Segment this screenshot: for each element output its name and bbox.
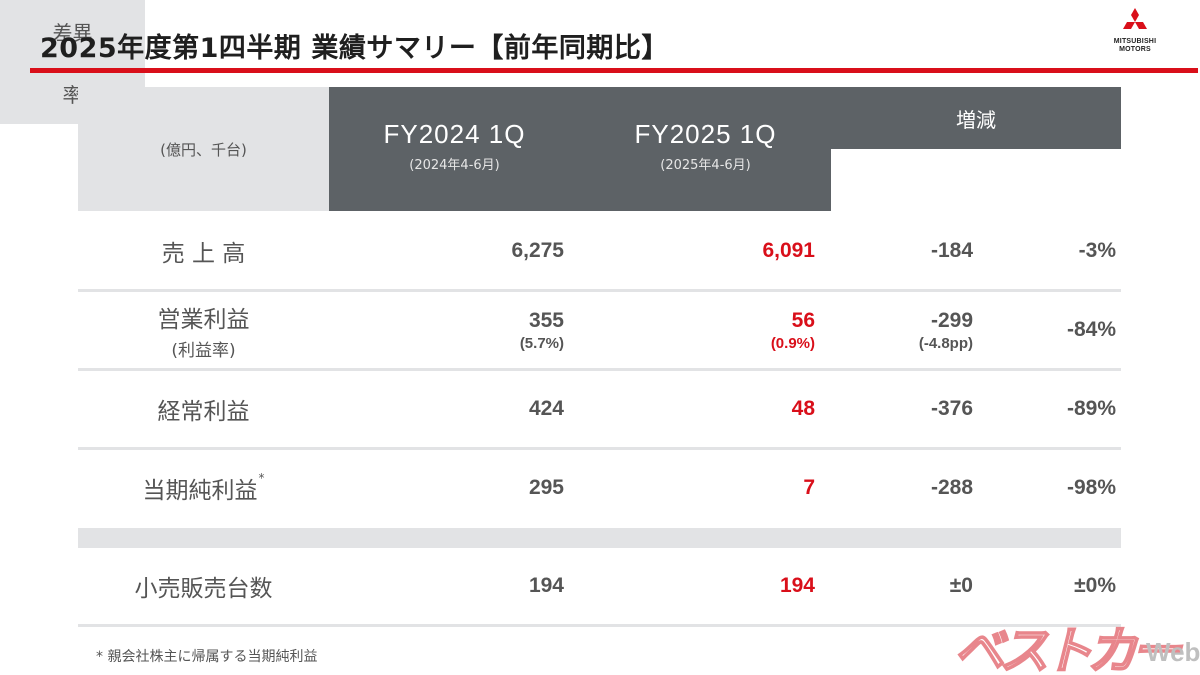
value-rate-text: ±0% [1074,574,1116,597]
row-divider [78,624,1121,627]
value-cur-text: 48 [791,397,815,420]
value-cur-margin: (0.9%) [770,334,815,352]
value-prev-text: 6,275 [511,239,564,262]
row-divider [78,368,1121,371]
value-cur: 194 [580,548,815,624]
value-rate-text: -89% [1066,397,1116,420]
value-cur-text: 7 [803,476,815,499]
table-row-ordinary-profit: 経常利益 424 48 -376 -89% [78,371,1121,447]
value-diff-text: -288 [930,476,973,499]
unit-header: (億円、千台) [78,87,329,211]
table-row-net-income: 当期純利益* 295 7 -288 -98% [78,450,1121,526]
footnote-mark: * [258,471,265,485]
row-label: 当期純利益* [78,450,329,526]
value-diff-text: -299 [930,308,973,332]
value-diff: -288 [831,450,973,526]
row-divider [78,289,1121,292]
row-label-text: 当期純利益 [142,478,258,504]
row-label: 営業利益 (利益率) [78,292,329,368]
fy2025-period: (2025年4-6月) [660,158,751,173]
row-label-text: 営業利益 [157,306,250,333]
value-prev-text: 355 [528,308,564,332]
value-diff: -376 [831,371,973,447]
watermark-web-text: Web [1146,637,1200,667]
value-prev-margin: (5.7%) [519,334,564,352]
fy2025-header: FY2025 1Q (2025年4-6月) [580,87,831,211]
value-rate: -89% [976,371,1116,447]
value-prev: 6,275 [329,212,564,290]
value-rate: ±0% [976,548,1116,624]
row-label: 売 上 高 [78,212,329,290]
value-cur: 56 (0.9%) [580,292,815,368]
row-label: 小売販売台数 [78,548,329,624]
logo-text-line1: MITSUBISHI [1113,38,1157,45]
value-prev: 194 [329,548,564,624]
change-header: 増減 [831,87,1121,149]
table-row-operating-profit: 営業利益 (利益率) 355 (5.7%) 56 (0.9%) -299 (-4… [78,292,1121,368]
value-cur-text: 6,091 [762,239,815,262]
fy2024-header: FY2024 1Q (2024年4-6月) [329,87,580,211]
value-cur: 7 [580,450,815,526]
value-prev-text: 424 [528,397,564,420]
value-rate-text: -84% [1066,318,1116,341]
value-diff-text: -184 [930,239,973,262]
value-cur-text: 194 [779,574,815,597]
value-diff: ±0 [831,548,973,624]
logo-text-line2: MOTORS [1119,46,1151,53]
row-divider [78,447,1121,450]
value-prev-text: 194 [528,574,564,597]
value-rate-text: -3% [1078,239,1116,262]
row-label-wrap: 当期純利益* [143,471,265,505]
three-diamonds-icon [1123,8,1147,29]
fy2024-label: FY2024 1Q [383,119,526,149]
row-label: 経常利益 [78,371,329,447]
row-label-sub: (利益率) [171,340,236,361]
value-cur: 6,091 [580,212,815,290]
value-diff: -184 [831,212,973,290]
value-cur-text: 56 [791,308,815,332]
value-prev: 295 [329,450,564,526]
row-label-text: 経常利益 [157,399,250,425]
mitsubishi-logo: MITSUBISHI MOTORS [1106,8,1164,60]
fy2024-period: (2024年4-6月) [409,158,500,173]
value-diff-text: ±0 [949,574,973,597]
row-label-text: 小売販売台数 [134,576,273,602]
value-diff-margin: (-4.8pp) [918,334,973,352]
bestcar-watermark: ベストカー Web [952,605,1200,675]
value-diff-text: -376 [930,397,973,420]
title-underline [30,68,1198,73]
value-prev: 424 [329,371,564,447]
value-prev: 355 (5.7%) [329,292,564,368]
value-rate: -98% [976,450,1116,526]
diff-header: 差異 [0,0,145,62]
page-title: 2025年度第1四半期 業績サマリー【前年同期比】 [40,33,669,64]
row-label-text: 売 上 高 [161,241,246,267]
value-cur: 48 [580,371,815,447]
watermark-logo-text: ベストカー [953,621,1182,675]
value-diff: -299 (-4.8pp) [831,292,973,368]
table-row-retail-sales-units: 小売販売台数 194 194 ±0 ±0% [78,548,1121,624]
footnote: * 親会社株主に帰属する当期純利益 [96,649,318,665]
table-row-sales: 売 上 高 6,275 6,091 -184 -3% [78,212,1121,290]
value-rate: -84% [976,292,1116,368]
section-divider-band [78,528,1121,548]
value-prev-text: 295 [528,476,564,499]
fy2025-label: FY2025 1Q [634,119,777,149]
value-rate: -3% [976,212,1116,290]
value-rate-text: -98% [1066,476,1116,499]
